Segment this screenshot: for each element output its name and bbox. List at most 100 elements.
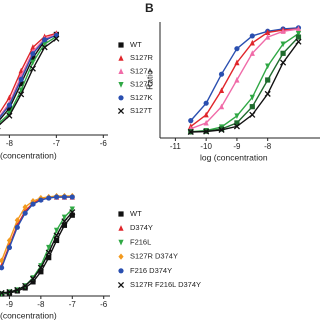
marker (46, 244, 52, 251)
legend-label: S127R D374Y (130, 252, 178, 261)
x-axis-label: log (concentration (200, 152, 268, 162)
marker (249, 94, 255, 101)
marker (37, 264, 44, 271)
marker (203, 100, 209, 106)
marker (30, 279, 36, 285)
legend-marker (118, 68, 124, 74)
marker (249, 39, 255, 46)
marker (38, 269, 44, 275)
marker (30, 44, 36, 50)
legend-label: WT (130, 40, 142, 49)
marker (234, 76, 240, 83)
marker (264, 90, 271, 97)
legend-marker (118, 211, 124, 217)
legend-marker (118, 55, 124, 61)
marker (69, 194, 75, 200)
legend-label: F216 D374Y (130, 266, 172, 275)
legend-marker (118, 268, 124, 274)
marker (6, 288, 13, 296)
marker (69, 206, 75, 213)
legend-label: S127K (130, 93, 153, 102)
marker (61, 222, 68, 228)
marker (22, 210, 28, 216)
marker (234, 120, 240, 126)
legend-marker (118, 253, 124, 260)
x-tick-label: -6 (100, 300, 108, 309)
marker (30, 59, 36, 66)
marker (18, 87, 24, 94)
marker (234, 113, 240, 120)
marker (203, 119, 209, 126)
marker (203, 128, 210, 135)
marker (42, 41, 48, 48)
marker (265, 63, 271, 70)
marker (233, 123, 240, 130)
x-tick-label: -9 (6, 300, 14, 309)
legend-label: WT (130, 209, 142, 218)
marker (265, 33, 271, 40)
marker (53, 237, 60, 244)
marker (280, 28, 286, 34)
marker (295, 25, 302, 32)
x-axis-label: (concentration) (0, 150, 57, 160)
marker (265, 29, 271, 36)
marker (53, 232, 60, 239)
marker (218, 71, 225, 77)
marker (280, 59, 287, 66)
legend-label: D374Y (130, 223, 153, 232)
marker (218, 103, 225, 110)
x-tick-label: -7 (69, 300, 77, 309)
x-axis-label: (concentration) (0, 310, 57, 320)
marker (61, 214, 68, 221)
legend-label: S127R (130, 53, 154, 62)
marker (6, 105, 12, 111)
marker (203, 111, 209, 118)
marker (249, 111, 256, 118)
marker (234, 59, 240, 66)
marker (38, 197, 44, 203)
x-tick-label: -6 (100, 139, 108, 148)
marker (295, 34, 302, 40)
legend-marker (117, 107, 125, 115)
marker (30, 55, 36, 61)
curve (0, 195, 73, 261)
legend-marker (118, 82, 124, 88)
marker (188, 118, 194, 124)
marker (29, 275, 37, 282)
curve (0, 32, 57, 114)
marker (249, 104, 255, 110)
legend-label: F216L (130, 237, 151, 246)
legend-marker (118, 225, 124, 231)
curve (0, 196, 73, 268)
marker (218, 126, 225, 133)
marker (18, 76, 24, 82)
marker (187, 128, 194, 136)
marker (280, 50, 286, 56)
curve (190, 41, 300, 133)
marker (0, 265, 5, 271)
y-axis-label: Ratio (144, 70, 154, 90)
marker (14, 286, 21, 293)
marker (69, 209, 76, 216)
marker (61, 218, 68, 225)
panel-letter: B (145, 1, 154, 15)
marker (0, 289, 5, 297)
x-tick-label: -8 (264, 142, 272, 151)
marker (18, 91, 25, 98)
marker (42, 37, 48, 43)
x-tick-label: -8 (37, 300, 45, 309)
marker (0, 257, 5, 264)
x-tick-label: -11 (170, 142, 182, 151)
marker (22, 282, 29, 289)
marker (6, 244, 13, 251)
legend-label: S127A (130, 66, 153, 75)
legend-marker (118, 95, 124, 101)
marker (6, 102, 12, 108)
marker (218, 87, 225, 94)
curve (190, 28, 299, 127)
legend-label: S127T (130, 106, 153, 115)
curve (1, 211, 73, 294)
marker (61, 194, 68, 200)
x-tick-label: -9 (233, 142, 241, 151)
